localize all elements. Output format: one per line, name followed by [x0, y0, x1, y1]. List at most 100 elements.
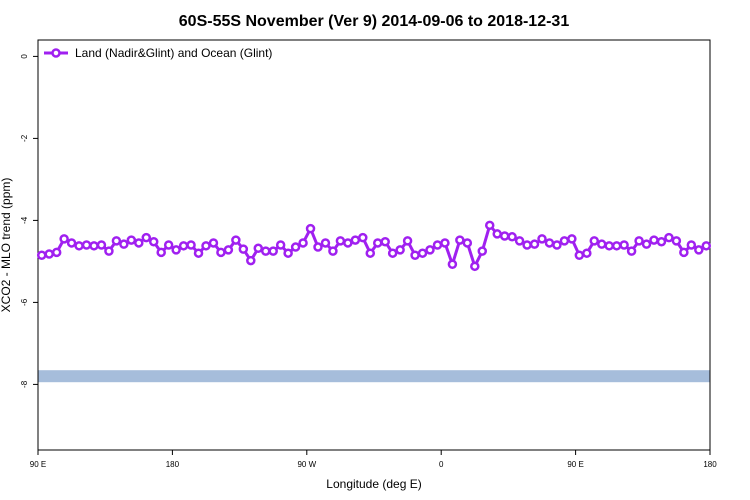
- point: [634, 236, 644, 246]
- point: [559, 236, 570, 246]
- point: [328, 246, 338, 256]
- point: [694, 245, 704, 255]
- y-tick-label: -8: [20, 380, 29, 388]
- point: [582, 248, 592, 258]
- point: [649, 235, 659, 245]
- point: [522, 240, 532, 250]
- x-tick-label: 90 E: [30, 460, 46, 469]
- point: [298, 238, 308, 248]
- point: [335, 236, 346, 246]
- x-tick-label: 180: [703, 460, 717, 469]
- point: [81, 240, 92, 250]
- point: [641, 239, 652, 249]
- point: [492, 229, 502, 239]
- x-tick-label: 90 W: [297, 460, 316, 469]
- point: [119, 239, 129, 249]
- point: [537, 234, 547, 244]
- point: [246, 255, 256, 266]
- point: [507, 232, 517, 242]
- point: [148, 236, 159, 247]
- point: [238, 244, 249, 254]
- point: [372, 238, 383, 248]
- point: [574, 250, 585, 260]
- point: [604, 241, 614, 251]
- point: [186, 240, 196, 250]
- legend-label: Land (Nadir&Glint) and Ocean (Glint): [75, 46, 272, 60]
- point: [395, 245, 405, 255]
- point: [529, 239, 540, 249]
- point: [59, 234, 69, 244]
- point: [156, 247, 166, 258]
- legend-marker: [51, 48, 61, 58]
- point: [358, 232, 368, 243]
- point: [664, 232, 674, 243]
- point: [619, 240, 629, 250]
- point: [552, 240, 562, 250]
- point: [455, 235, 465, 245]
- point: [365, 248, 376, 258]
- point: [305, 223, 316, 234]
- point: [432, 240, 443, 250]
- point: [290, 242, 301, 252]
- y-tick-label: -4: [20, 216, 29, 224]
- point: [589, 236, 600, 246]
- x-tick-label: 90 E: [567, 460, 583, 469]
- point: [544, 238, 555, 248]
- point: [201, 241, 211, 251]
- point: [66, 238, 77, 248]
- point: [611, 241, 622, 251]
- point: [163, 240, 174, 250]
- point: [44, 249, 54, 259]
- point: [417, 248, 428, 258]
- point: [484, 220, 495, 231]
- point: [231, 235, 241, 245]
- point: [343, 238, 353, 248]
- point: [686, 240, 697, 250]
- point: [208, 238, 219, 248]
- point: [477, 246, 488, 256]
- point: [223, 245, 234, 255]
- reference-band: [38, 370, 710, 383]
- point: [596, 239, 607, 249]
- point: [141, 232, 152, 243]
- point: [111, 236, 122, 246]
- point: [96, 240, 107, 250]
- point: [402, 236, 413, 246]
- point: [320, 238, 331, 248]
- chart-title: 60S-55S November (Ver 9) 2014-09-06 to 2…: [179, 13, 570, 30]
- point: [253, 243, 264, 254]
- point: [260, 246, 271, 256]
- y-tick-label: -6: [20, 298, 29, 306]
- point: [387, 248, 398, 258]
- point: [425, 245, 435, 255]
- point: [514, 236, 525, 246]
- x-tick-label: 180: [166, 460, 180, 469]
- y-axis-label: XCO2 - MLO trend (ppm): [0, 178, 13, 313]
- point: [51, 247, 62, 258]
- point: [216, 247, 226, 258]
- point: [268, 246, 278, 256]
- point: [193, 248, 204, 258]
- point: [283, 248, 293, 258]
- point: [499, 231, 510, 241]
- point: [350, 235, 361, 245]
- point: [275, 240, 286, 250]
- point: [104, 246, 114, 256]
- x-axis-label: Longitude (deg E): [326, 477, 421, 491]
- point: [313, 242, 323, 252]
- point: [679, 247, 689, 258]
- point: [626, 246, 637, 256]
- point: [447, 259, 458, 270]
- point: [410, 250, 420, 260]
- point: [171, 245, 181, 255]
- point: [440, 238, 450, 248]
- point: [567, 234, 577, 244]
- y-tick-label: -2: [20, 134, 29, 142]
- point: [701, 241, 712, 251]
- point: [134, 238, 144, 248]
- point: [74, 241, 84, 251]
- point: [656, 236, 667, 247]
- point: [380, 236, 390, 247]
- point: [126, 235, 137, 245]
